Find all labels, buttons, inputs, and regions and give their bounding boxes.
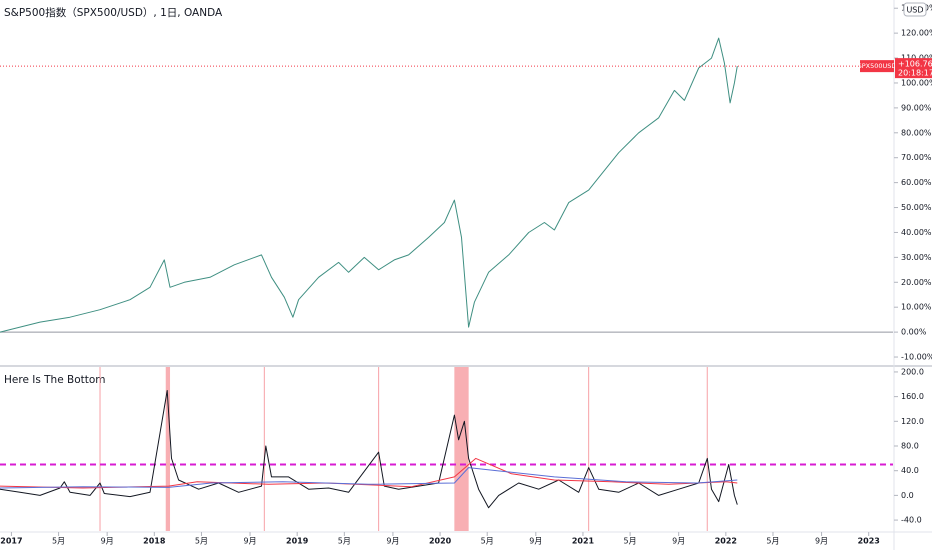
x-tick-label: 5月 — [766, 537, 779, 546]
x-tick-label: 5月 — [338, 537, 351, 546]
y-tick-label: 90.00% — [901, 103, 932, 112]
currency-label: USD — [906, 6, 923, 15]
countdown-label: 20:18:17 — [898, 69, 932, 78]
y-tick-label: 40.00% — [901, 228, 932, 237]
price-tag — [895, 58, 932, 79]
pane-title: Here Is The Bottom — [4, 374, 106, 386]
x-tick-label: 9月 — [815, 537, 828, 546]
y-tick-label: 0.0 — [901, 491, 914, 500]
y-tick-label: 0.00% — [901, 328, 927, 337]
y-tick-label: 70.00% — [901, 153, 932, 162]
x-tick-label: 5月 — [52, 537, 65, 546]
x-tick-label: 2018 — [143, 537, 166, 546]
symbol-tag — [860, 60, 894, 73]
y-tick-label: 120.0 — [901, 417, 924, 426]
symbol-tag-label: SPX500USD — [858, 62, 897, 70]
y-tick-label: 50.00% — [901, 203, 932, 212]
y-tick-label: 80.00% — [901, 128, 932, 137]
series-line — [0, 467, 738, 489]
x-tick-label: 2020 — [429, 537, 452, 546]
x-tick-label: 5月 — [624, 537, 637, 546]
y-tick-label: 60.00% — [901, 178, 932, 187]
x-tick-label: 9月 — [101, 537, 114, 546]
series-line — [0, 457, 738, 489]
y-tick-label: 20.00% — [901, 278, 932, 287]
x-tick-label: 9月 — [386, 537, 399, 546]
x-tick-label: 2023 — [858, 537, 880, 546]
y-tick-label: 200.0 — [901, 367, 924, 376]
series-line — [0, 390, 738, 509]
x-tick-label: 2021 — [572, 537, 595, 546]
y-tick-label: 120.00% — [901, 29, 932, 38]
x-tick-label: 2019 — [286, 537, 309, 546]
x-tick-label: 5月 — [195, 537, 208, 546]
y-tick-label: 10.00% — [901, 303, 932, 312]
y-tick-label: -10.00% — [901, 353, 932, 362]
y-tick-label: 80.0 — [901, 442, 919, 451]
x-tick-label: 2022 — [715, 537, 737, 546]
y-tick-label: 40.0 — [901, 466, 919, 475]
y-tick-label: 160.0 — [901, 392, 924, 401]
x-tick-label: 2017 — [0, 537, 22, 546]
series-line — [0, 37, 738, 333]
y-tick-label: 110.00% — [901, 54, 932, 63]
x-tick-label: 5月 — [481, 537, 494, 546]
signal-band — [165, 367, 171, 531]
currency-box — [903, 2, 927, 17]
y-tick-label: 100.00% — [901, 78, 932, 87]
price-tag-label: +106.76% — [898, 60, 932, 69]
signal-band — [454, 367, 469, 531]
pane-title: S&P500指数（SPX500/USD）, 1日, OANDA — [4, 6, 223, 19]
y-tick-label: 30.00% — [901, 253, 932, 262]
y-tick-label: -40.0 — [901, 516, 922, 525]
x-tick-label: 9月 — [672, 537, 685, 546]
x-tick-label: 9月 — [243, 537, 256, 546]
x-tick-label: 9月 — [529, 537, 542, 546]
